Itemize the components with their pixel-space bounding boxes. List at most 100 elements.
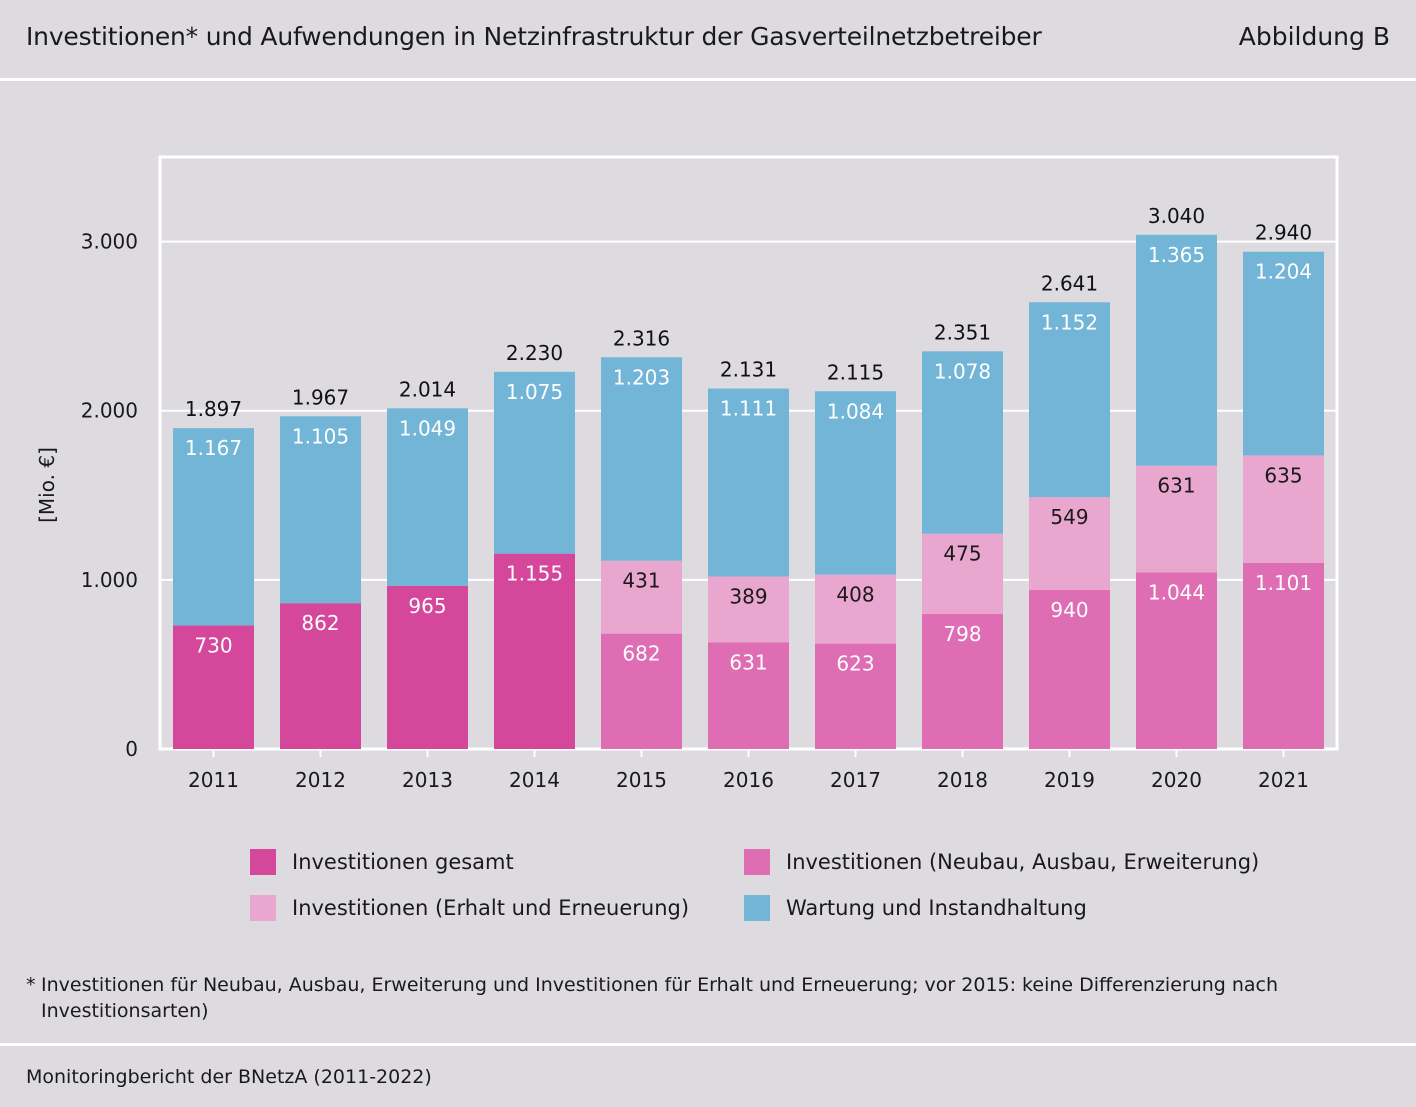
data-label: 635 — [1264, 463, 1302, 487]
legend-item-investitionen-neubau: Investitionen (Neubau, Ausbau, Erweiteru… — [744, 849, 1259, 875]
legend-item-investitionen-erhalt: Investitionen (Erhalt und Erneuerung) — [250, 895, 689, 921]
total-label: 2.115 — [827, 360, 884, 384]
data-label: 682 — [622, 642, 660, 666]
bar-segment — [1243, 455, 1324, 563]
x-tick-label: 2017 — [830, 768, 881, 792]
bar-segment — [601, 560, 682, 634]
x-tick-label: 2011 — [188, 768, 239, 792]
bar-segment — [1136, 465, 1217, 573]
total-label: 1.897 — [185, 397, 242, 421]
data-label: 798 — [943, 622, 981, 646]
bar-segment — [1243, 562, 1324, 749]
footnote-mark: * — [26, 974, 36, 996]
legend-label: Wartung und Instandhaltung — [786, 896, 1087, 920]
legend-swatch-investitionen-gesamt — [250, 849, 276, 875]
x-tick-label: 2012 — [295, 768, 346, 792]
legend-label: Investitionen (Erhalt und Erneuerung) — [292, 896, 690, 920]
data-label: 1.111 — [720, 397, 777, 421]
data-label: 1.204 — [1255, 260, 1312, 284]
data-label: 408 — [836, 583, 874, 607]
x-tick-label: 2018 — [937, 768, 988, 792]
data-label: 1.049 — [399, 416, 456, 440]
y-tick-label: 3.000 — [81, 230, 138, 254]
y-axis-label: [Mio. €] — [35, 447, 59, 523]
bar-segment — [1029, 590, 1110, 749]
data-label: 1.155 — [506, 562, 563, 586]
bar-segment — [280, 416, 361, 604]
total-label: 2.316 — [613, 326, 670, 350]
bar-segment — [708, 642, 789, 749]
footnote: * Investitionen für Neubau, Ausbau, Erwe… — [26, 972, 1356, 1024]
bar-segment — [922, 351, 1003, 534]
bar-segment — [1243, 251, 1324, 456]
bar-segment — [387, 408, 468, 586]
y-tick-label: 2.000 — [81, 399, 138, 423]
data-label: 631 — [729, 650, 767, 674]
bar-segment — [708, 388, 789, 577]
legend-swatch-investitionen-neubau — [744, 849, 770, 875]
data-label: 1.075 — [506, 380, 563, 404]
bar-segment — [601, 633, 682, 749]
legend-label: Investitionen gesamt — [292, 850, 514, 874]
total-label: 2.641 — [1041, 271, 1098, 295]
y-tick-label: 0 — [125, 737, 138, 761]
data-label: 475 — [943, 542, 981, 566]
total-label: 3.040 — [1148, 204, 1205, 228]
footnote-text: Investitionen für Neubau, Ausbau, Erweit… — [41, 974, 1279, 1022]
legend-item-wartung: Wartung und Instandhaltung — [744, 895, 1087, 921]
data-label: 1.101 — [1255, 571, 1312, 595]
data-label: 549 — [1050, 505, 1088, 529]
data-label: 1.167 — [185, 436, 242, 460]
x-tick-label: 2013 — [402, 768, 453, 792]
data-label: 431 — [622, 569, 660, 593]
bar-segment — [1029, 302, 1110, 498]
x-tick-label: 2020 — [1151, 768, 1202, 792]
legend-swatch-investitionen-erhalt — [250, 895, 276, 921]
legend-swatch-wartung — [744, 895, 770, 921]
data-label: 965 — [408, 594, 446, 618]
y-tick-label: 1.000 — [81, 568, 138, 592]
bar-segment — [815, 643, 896, 749]
total-label: 2.131 — [720, 358, 777, 382]
total-label: 2.940 — [1255, 221, 1312, 245]
data-label: 1.105 — [292, 424, 349, 448]
bar-segment — [1136, 234, 1217, 466]
data-label: 1.084 — [827, 399, 884, 423]
figure-label: Abbildung B — [1238, 22, 1390, 51]
x-tick-label: 2021 — [1258, 768, 1309, 792]
data-label: 623 — [836, 652, 874, 676]
stacked-bar-chart: 0 1.000 2.000 3.000 [Mio. €] 730 1.167 1.897 201… — [35, 155, 1339, 792]
bar-segment — [815, 574, 896, 644]
legend-label: Investitionen (Neubau, Ausbau, Erweiteru… — [786, 850, 1260, 874]
header: Investitionen* und Aufwendungen in Netzi… — [0, 0, 1416, 80]
source-text: Monitoringbericht der BNetzA (2011-2022) — [26, 1066, 432, 1088]
data-label: 1.078 — [934, 359, 991, 383]
header-divider — [0, 78, 1416, 81]
bar-segment — [173, 625, 254, 749]
bar-segment — [494, 371, 575, 554]
x-tick-label: 2019 — [1044, 768, 1095, 792]
total-label: 2.230 — [506, 341, 563, 365]
bar-segment — [1029, 497, 1110, 591]
bar-segment — [1136, 572, 1217, 749]
bar-segment — [601, 357, 682, 561]
total-label: 2.351 — [934, 320, 991, 344]
bar-segment — [173, 428, 254, 626]
chart-title: Investitionen* und Aufwendungen in Netzi… — [26, 22, 1042, 51]
bar-segment — [708, 576, 789, 643]
footer-divider — [0, 1043, 1416, 1046]
data-label: 1.203 — [613, 365, 670, 389]
data-label: 940 — [1050, 598, 1088, 622]
total-label: 2.014 — [399, 377, 456, 401]
data-label: 730 — [194, 634, 232, 658]
data-label: 389 — [729, 584, 767, 608]
x-tick-label: 2016 — [723, 768, 774, 792]
bar-segment — [922, 614, 1003, 749]
data-label: 631 — [1157, 474, 1195, 498]
bar-segment — [815, 391, 896, 575]
data-label: 1.152 — [1041, 310, 1098, 334]
data-label: 1.044 — [1148, 580, 1205, 604]
x-tick-label: 2014 — [509, 768, 560, 792]
bar-segment — [280, 603, 361, 749]
bar-segment — [494, 553, 575, 749]
